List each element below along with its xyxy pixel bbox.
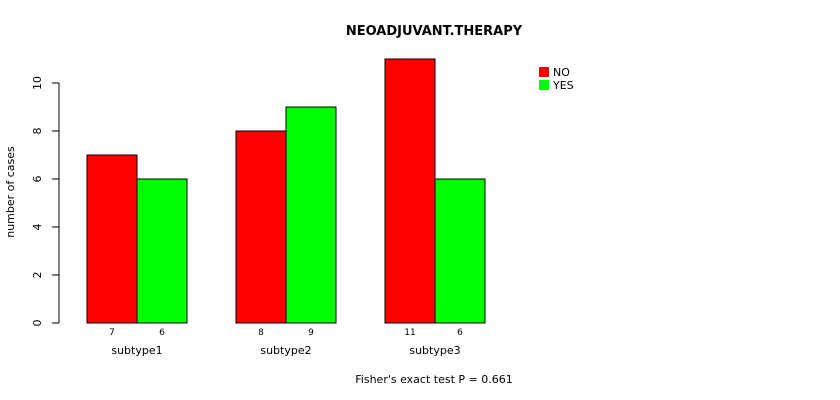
bar-value-label: 11 — [404, 328, 415, 338]
y-tick-label: 8 — [31, 128, 44, 135]
legend-label-yes: YES — [552, 79, 574, 92]
bar-no-subtype1 — [86, 154, 138, 324]
legend-swatch-yes — [539, 80, 549, 90]
category-label-subtype2: subtype2 — [260, 344, 311, 357]
bar-no-subtype2 — [235, 130, 287, 324]
bar-value-label: 6 — [457, 328, 463, 338]
y-axis-label: number of cases — [4, 146, 17, 238]
y-tick-label: 10 — [31, 76, 44, 90]
legend-swatch-no — [539, 67, 549, 77]
legend-label-no: NO — [553, 66, 570, 79]
bars — [86, 58, 486, 324]
bar-value-label: 6 — [159, 328, 165, 338]
y-tick-label: 2 — [31, 272, 44, 279]
category-label-subtype1: subtype1 — [111, 344, 162, 357]
bar-value-label: 7 — [109, 328, 115, 338]
y-tick-label: 0 — [31, 320, 44, 327]
chart-title: NEOADJUVANT.THERAPY — [346, 24, 523, 39]
bar-yes-subtype1 — [136, 178, 188, 324]
bar-value-label: 8 — [258, 328, 264, 338]
y-tick-label: 4 — [31, 224, 44, 231]
bar-yes-subtype3 — [434, 178, 486, 324]
bar-value-label: 9 — [308, 328, 314, 338]
category-labels: subtype1 subtype2 subtype3 — [111, 344, 460, 357]
y-tick-label: 6 — [31, 176, 44, 183]
data-labels: 7 6 8 9 11 6 — [109, 328, 463, 338]
bar-yes-subtype2 — [285, 106, 337, 324]
category-label-subtype3: subtype3 — [409, 344, 460, 357]
fisher-test-footnote: Fisher's exact test P = 0.661 — [355, 373, 512, 386]
bar-no-subtype3 — [384, 58, 436, 324]
y-axis: 0 2 4 6 8 10 — [31, 76, 60, 327]
